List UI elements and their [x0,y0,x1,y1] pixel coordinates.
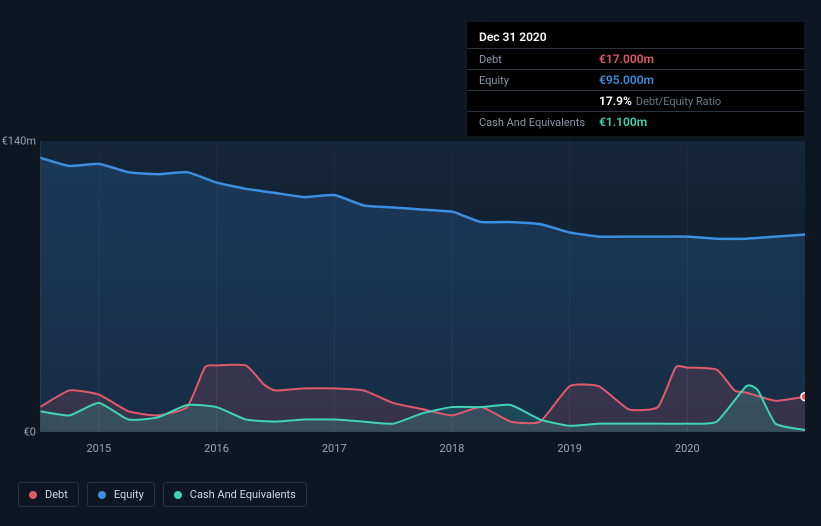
tooltip-row-value: €95.000m [599,73,654,87]
legend-dot-icon [29,491,37,499]
tooltip-row: Equity€95.000m [467,69,804,90]
legend-item-equity[interactable]: Equity [87,482,155,507]
x-axis-label: 2020 [675,442,700,455]
legend-item-cash[interactable]: Cash And Equivalents [163,482,307,507]
tooltip-row: 17.9% Debt/Equity Ratio [467,90,804,111]
legend-label: Debt [45,488,68,501]
legend-label: Cash And Equivalents [190,488,296,501]
chart-svg [40,141,805,432]
tooltip-row-label: Debt [479,53,599,66]
legend-label: Equity [114,488,144,501]
x-axis-label: 2018 [440,442,465,455]
legend-dot-icon [98,491,106,499]
chart-legend: Debt Equity Cash And Equivalents [18,482,307,507]
x-axis-label: 2019 [557,442,582,455]
tooltip-row-value: €1.100m [599,115,647,129]
x-axis-label: 2017 [322,442,347,455]
tooltip-row-value: 17.9% [599,94,632,108]
tooltip-row-label: Equity [479,74,599,87]
tooltip-row-label: Cash And Equivalents [479,116,599,129]
legend-dot-icon [174,491,182,499]
y-axis-label: €0 [24,426,36,439]
y-axis-label: €140m [2,135,36,148]
debt-marker [801,393,805,401]
tooltip-row: Debt€17.000m [467,48,804,69]
tooltip-panel: Dec 31 2020 Debt€17.000mEquity€95.000m17… [467,22,804,136]
tooltip-date: Dec 31 2020 [467,26,804,48]
tooltip-row-sublabel: Debt/Equity Ratio [636,95,721,108]
tooltip-row: Cash And Equivalents€1.100m [467,111,804,132]
tooltip-row-value: €17.000m [599,52,654,66]
x-axis-label: 2016 [204,442,229,455]
x-axis-label: 2015 [86,442,111,455]
legend-item-debt[interactable]: Debt [18,482,79,507]
line-chart [40,141,805,432]
